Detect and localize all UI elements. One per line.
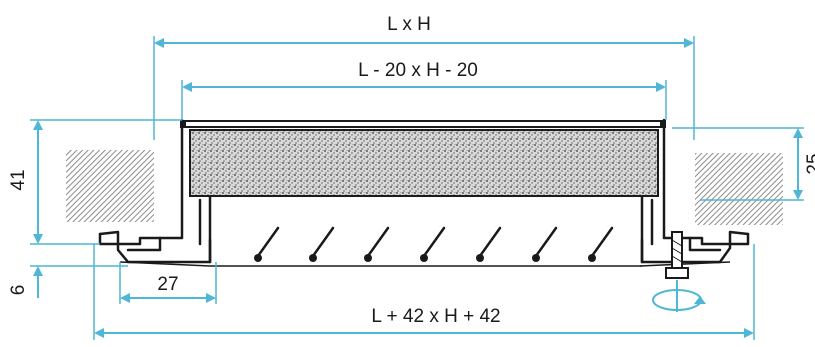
label-overall: L x H [387,14,431,35]
label-depth: 41 [8,169,29,190]
label-offset: 27 [157,274,178,295]
label-flange: L + 42 x H + 42 [371,306,500,327]
dimension-lip: 6 [8,265,128,298]
rotation-arrow-icon [652,280,706,312]
filter-media [189,129,659,197]
louvre-blade [420,226,446,262]
louvre-blade [364,226,390,262]
grille-frame [98,118,750,267]
dimension-depth: 41 [8,119,182,245]
dimension-offset: 27 [119,262,217,304]
louvre-blade [254,226,280,262]
label-lip: 6 [8,285,29,296]
wall-left-hatch [66,150,154,222]
label-clamp: 25 [804,153,815,174]
louvre-blade [532,226,558,262]
louvre-blade [476,226,502,262]
dimension-inner: L - 20 x H - 20 [181,60,667,120]
louvre-blade [309,226,335,262]
louvre-blades [254,226,614,262]
dimension-flange: L + 42 x H + 42 [93,244,755,340]
louvre-blade [588,226,614,262]
dimension-clamp: 25 [672,127,815,201]
label-inner: L - 20 x H - 20 [358,60,478,81]
adjustment-screw-icon [665,231,689,279]
dimension-overall: L x H [153,14,695,140]
wall-right-hatch [695,153,783,225]
